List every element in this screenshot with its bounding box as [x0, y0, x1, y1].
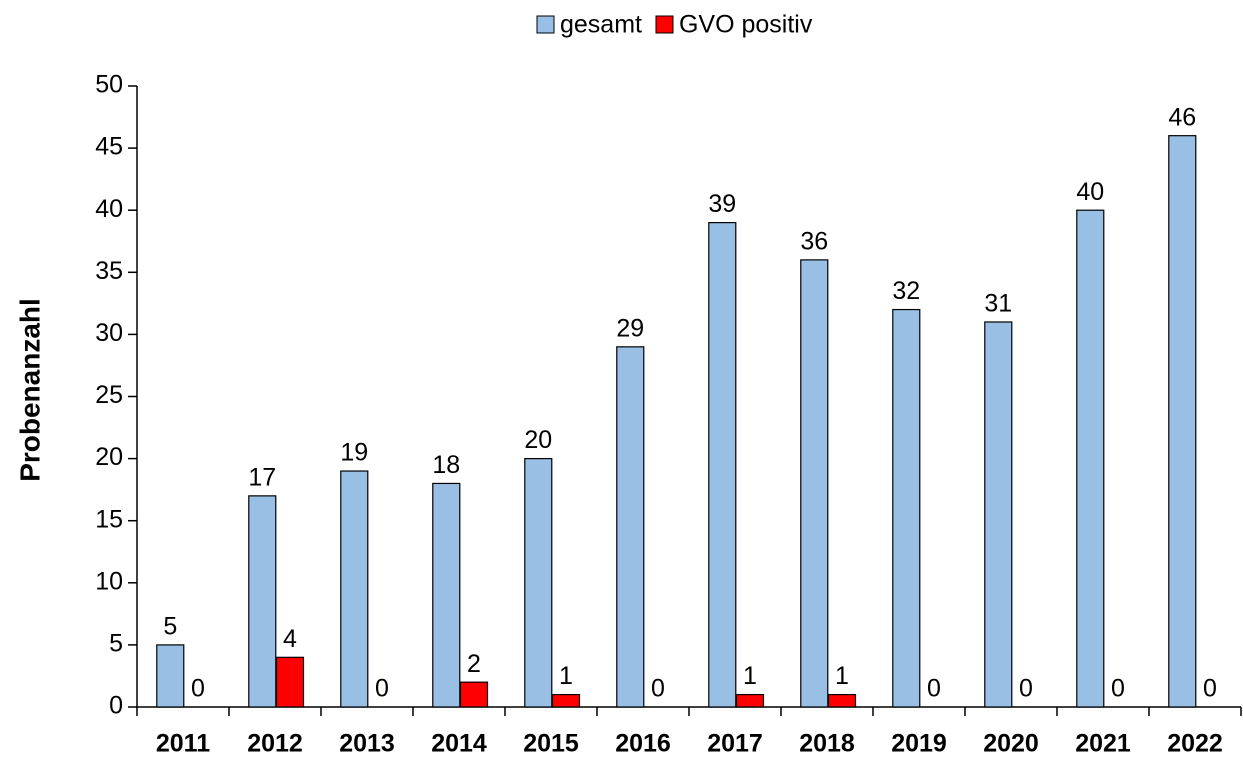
y-tick-label: 25: [95, 381, 123, 409]
value-label: 0: [1111, 675, 1125, 703]
bar: [735, 693, 765, 708]
y-tick-label: 15: [95, 505, 123, 533]
legend-swatch: [655, 15, 674, 34]
y-tick-label: 45: [95, 133, 123, 161]
x-tick-label: 2013: [339, 730, 395, 758]
value-label: 0: [651, 675, 665, 703]
bar: [156, 644, 185, 708]
value-label: 18: [432, 451, 460, 479]
value-label: 36: [800, 227, 828, 255]
x-tick-label: 2015: [523, 730, 579, 758]
value-label: 40: [1076, 178, 1104, 206]
x-tick-label: 2011: [156, 730, 210, 758]
value-label: 46: [1168, 103, 1196, 131]
x-tick-label: 2017: [707, 730, 763, 758]
value-label: 0: [191, 675, 205, 703]
bar: [340, 470, 369, 708]
value-label: 4: [283, 625, 297, 653]
x-tick-label: 2021: [1075, 730, 1131, 758]
value-label: 0: [375, 675, 389, 703]
value-label: 0: [1203, 675, 1217, 703]
bar: [1076, 209, 1105, 708]
y-tick-label: 10: [95, 567, 123, 595]
bar: [984, 321, 1013, 708]
bar: [551, 693, 581, 708]
value-label: 5: [163, 613, 177, 641]
value-label: 0: [1019, 675, 1033, 703]
bar: [432, 482, 461, 708]
bar: [827, 693, 857, 708]
bar: [616, 346, 645, 708]
x-tick-label: 2022: [1167, 730, 1223, 758]
legend-label: GVO positiv: [679, 11, 813, 39]
y-tick-label: 0: [109, 692, 123, 720]
y-tick-label: 50: [95, 71, 123, 99]
x-tick-label: 2016: [615, 730, 671, 758]
y-tick-label: 35: [95, 257, 123, 285]
value-label: 32: [892, 277, 920, 305]
x-tick-label: 2020: [983, 730, 1039, 758]
value-label: 17: [248, 463, 276, 491]
value-label: 20: [524, 426, 552, 454]
legend-swatch: [536, 15, 555, 34]
value-label: 29: [616, 314, 644, 342]
bar: [524, 458, 553, 708]
bar: [708, 222, 737, 708]
value-label: 0: [927, 675, 941, 703]
value-label: 2: [467, 650, 481, 678]
x-tick-label: 2014: [431, 730, 487, 758]
y-axis-title: Probenanzahl: [14, 298, 45, 482]
y-tick-label: 20: [95, 443, 123, 471]
bar: [800, 259, 829, 708]
y-tick-label: 30: [95, 319, 123, 347]
x-tick-label: 2018: [799, 730, 855, 758]
bar: [459, 681, 489, 708]
value-label: 31: [984, 290, 1012, 318]
x-tick-label: 2012: [247, 730, 303, 758]
value-label: 39: [708, 190, 736, 218]
y-tick-label: 40: [95, 195, 123, 223]
value-label: 1: [743, 662, 757, 690]
value-label: 1: [835, 662, 849, 690]
value-label: 19: [340, 439, 368, 467]
bar: [248, 495, 277, 708]
x-tick-label: 2019: [891, 730, 947, 758]
value-label: 1: [559, 662, 573, 690]
y-tick-label: 5: [109, 630, 123, 658]
bar: [892, 308, 921, 708]
legend-label: gesamt: [560, 11, 642, 39]
bar: [1168, 135, 1197, 708]
bar: [275, 656, 305, 708]
